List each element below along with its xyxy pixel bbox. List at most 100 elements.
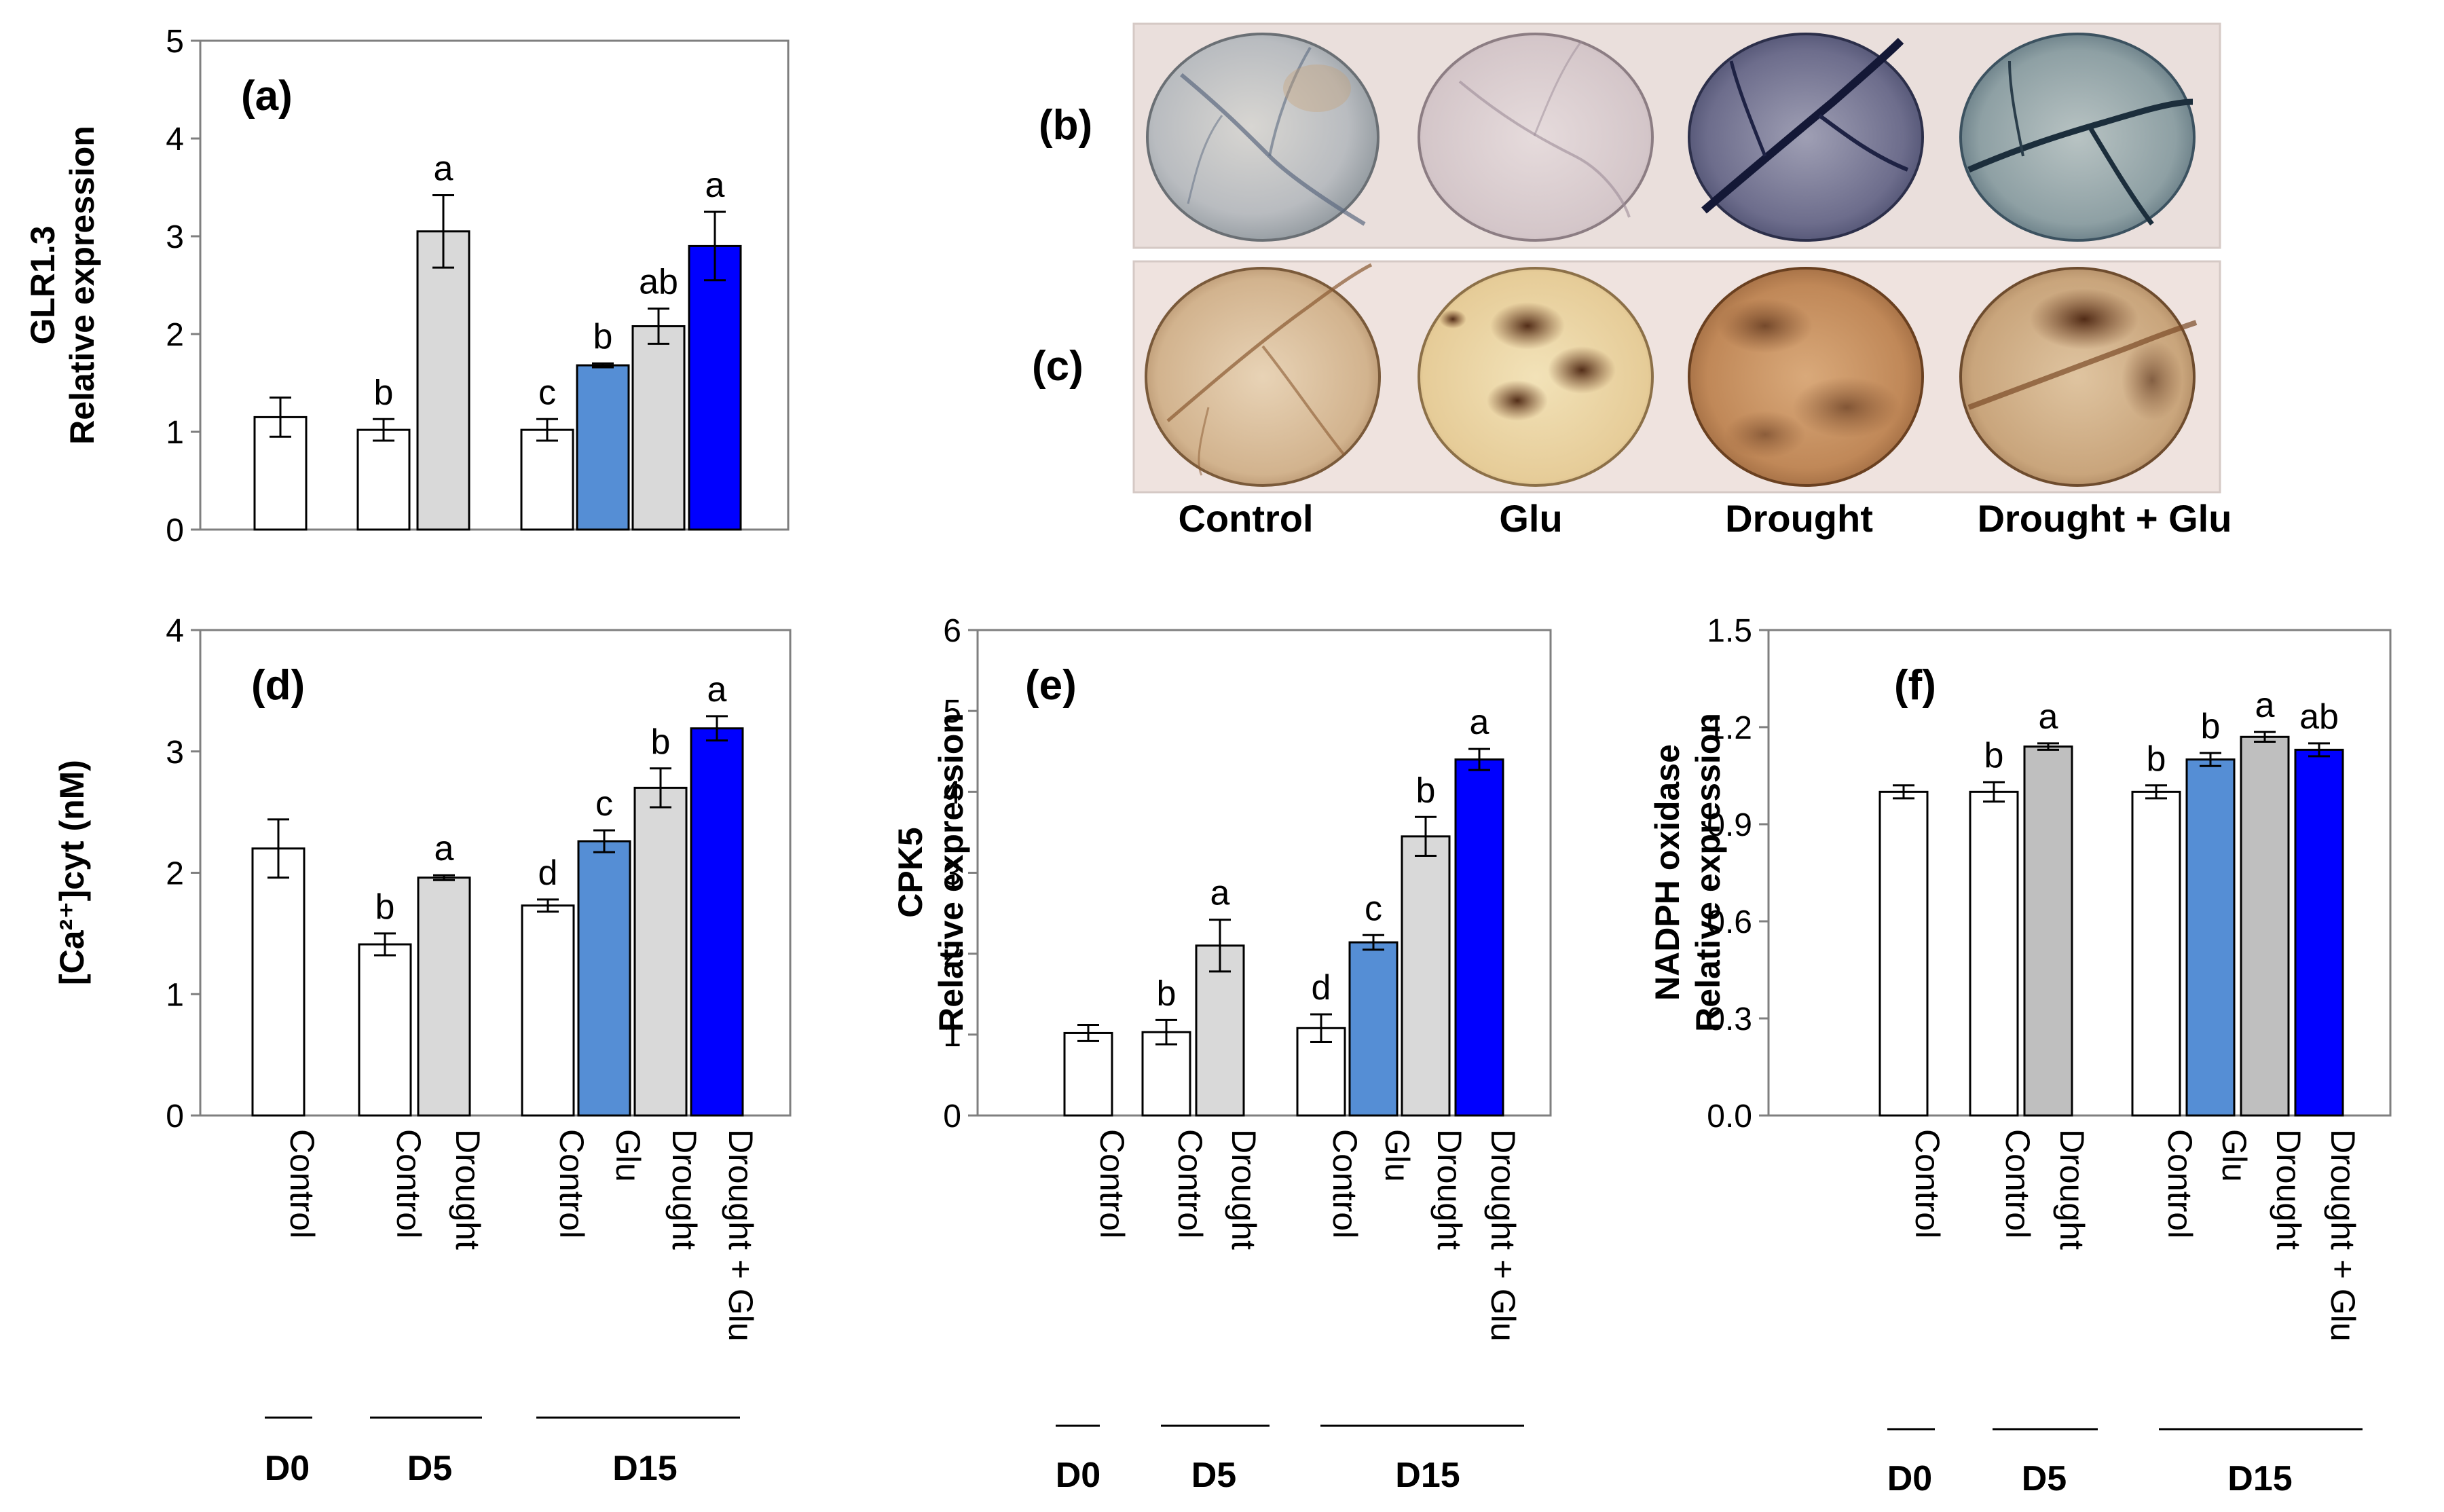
y-tick-label: 1.2 — [1707, 710, 1752, 746]
significance-letter: b — [1984, 736, 2004, 775]
plot-frame — [199, 39, 790, 531]
y-tick-label: 4 — [166, 122, 184, 158]
significance-letter: b — [593, 317, 613, 356]
leaf-disc-c-drought-glu — [1959, 267, 2198, 487]
leaf-disc-c-drought — [1688, 267, 1924, 487]
y-tick-label: 0 — [166, 1099, 184, 1135]
leaf-disc-b-control — [1146, 33, 1380, 242]
significance-letter: b — [651, 722, 671, 762]
panel-letter-c: (c) — [1032, 343, 1084, 390]
significance-letter: a — [707, 670, 727, 709]
category-label: Control — [390, 1129, 428, 1238]
category-label: Drought + Glu — [1484, 1129, 1522, 1342]
y-tick-label: 5 — [943, 694, 961, 730]
bar — [356, 428, 411, 531]
panel-letter-a: (a) — [241, 73, 293, 119]
group-label: D0 — [1056, 1456, 1100, 1495]
y-tick-label: 0.3 — [1707, 1001, 1752, 1037]
y-tick-label: 0.6 — [1707, 904, 1752, 940]
significance-letter: b — [2147, 739, 2166, 779]
significance-letter: a — [434, 149, 453, 189]
y-axis-title: [Ca²⁺]cyt (nM) — [53, 760, 91, 985]
group-label: D15 — [612, 1449, 677, 1488]
y-tick-label: 1 — [943, 1018, 961, 1054]
y-tick-label: 1 — [166, 415, 184, 451]
chart-panel-e: 0 1 2 3 4 5 6 CPK5 Relative expression (e) Control… — [891, 613, 1552, 1495]
leaf-disc-b-drought — [1688, 33, 1924, 242]
photo-label-control: Control — [1178, 497, 1313, 540]
bar — [688, 244, 742, 531]
significance-letter: a — [705, 166, 725, 205]
group-label: D0 — [1887, 1459, 1932, 1498]
bar — [2185, 758, 2236, 1117]
y-tick-label: 4 — [943, 775, 961, 811]
bar — [520, 428, 574, 531]
leaf-disc-b-glu — [1418, 33, 1654, 242]
category-label: Drought — [2053, 1129, 2091, 1250]
significance-letter: ab — [639, 263, 678, 302]
bar — [631, 325, 686, 531]
leaf-disc-c-glu — [1418, 267, 1654, 487]
bar — [1063, 1031, 1113, 1117]
bar — [1969, 790, 2019, 1117]
y-tick-label: 2 — [943, 937, 961, 973]
bar — [417, 877, 471, 1117]
y-axis-title: Relative expression — [63, 126, 101, 445]
category-label: Drought — [2270, 1129, 2308, 1250]
panel-letter-e: (e) — [1025, 662, 1077, 709]
category-label: Drought — [665, 1129, 703, 1250]
bar — [576, 364, 630, 531]
bar — [577, 840, 631, 1117]
significance-letter: a — [2039, 697, 2058, 737]
y-tick-label: 3 — [943, 856, 961, 892]
chart-panel-d: 0 1 2 3 4 [Ca²⁺]cyt (nM) (d) Control b Control a Dr… — [53, 613, 792, 1488]
category-label: Drought — [1225, 1129, 1263, 1250]
significance-letter: c — [1365, 889, 1382, 928]
significance-letter: b — [1416, 771, 1436, 810]
plot-frame — [1767, 629, 2392, 1117]
category-label: Glu — [609, 1129, 647, 1182]
y-axis-title: CPK5 — [891, 827, 929, 917]
photo-label-drought: Drought — [1725, 497, 1873, 540]
category-label: Glu — [1378, 1129, 1416, 1182]
significance-letter: b — [1157, 974, 1177, 1013]
bar — [358, 943, 412, 1117]
y-tick-label: 2 — [166, 856, 184, 892]
group-label: D5 — [407, 1449, 452, 1488]
group-label: D5 — [2022, 1459, 2067, 1498]
bar — [633, 786, 688, 1117]
group-label: D15 — [1395, 1456, 1460, 1495]
significance-letter: b — [375, 887, 395, 927]
y-tick-label: 4 — [166, 613, 184, 649]
panel-letter-b: (b) — [1039, 102, 1092, 149]
y-tick-label: 1.5 — [1707, 613, 1752, 649]
y-tick-label: 0.9 — [1707, 807, 1752, 843]
significance-letter: b — [374, 373, 394, 412]
bar — [251, 847, 306, 1117]
y-tick-label: 0 — [166, 513, 184, 549]
bar — [1878, 790, 1929, 1117]
category-label: Control — [1326, 1129, 1364, 1238]
bar — [416, 230, 470, 531]
y-tick-label: 1 — [166, 977, 184, 1013]
photo-label-glu: Glu — [1499, 497, 1562, 540]
category-label: Control — [1171, 1129, 1209, 1238]
bar — [2294, 748, 2344, 1117]
significance-letter: a — [1470, 703, 1489, 742]
category-label: Control — [1093, 1129, 1131, 1238]
significance-letter: d — [538, 853, 558, 893]
y-axis-title: NADPH oxidase — [1648, 744, 1686, 1001]
significance-letter: ab — [2299, 697, 2339, 737]
category-label: Control — [2161, 1129, 2199, 1238]
y-axis-title: Relative expression — [932, 713, 970, 1032]
leaf-disc-c-control — [1145, 263, 1381, 487]
group-label: D5 — [1191, 1456, 1236, 1495]
bar — [690, 727, 744, 1117]
category-label: Control — [1908, 1129, 1946, 1238]
significance-letter: a — [434, 829, 454, 868]
bar — [1348, 941, 1399, 1117]
photo-label-drought-glu: Drought + Glu — [1978, 497, 2232, 540]
category-label: Drought — [449, 1129, 487, 1250]
